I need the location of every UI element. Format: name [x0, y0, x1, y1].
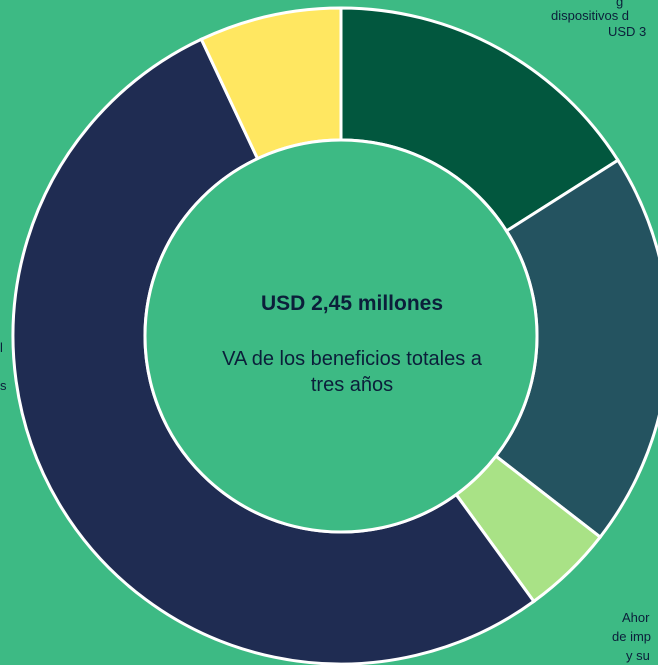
label-top-right-2: dispositivos d: [551, 8, 630, 23]
label-top-right-1: g: [616, 0, 624, 9]
label-bottom-right-3: y su: [626, 648, 650, 663]
donut-hole: [143, 138, 539, 534]
label-top-right-3: USD 3: [608, 24, 647, 39]
label-left-1: l: [0, 340, 3, 355]
center-total-description: VA de los beneficios totales a tres años: [222, 348, 482, 396]
label-bottom-right-2: de imp: [612, 629, 652, 644]
label-left-2: s: [0, 378, 7, 393]
center-total-value: USD 2,45 millones: [260, 292, 444, 315]
label-bottom-right-1: Ahor: [622, 610, 650, 625]
